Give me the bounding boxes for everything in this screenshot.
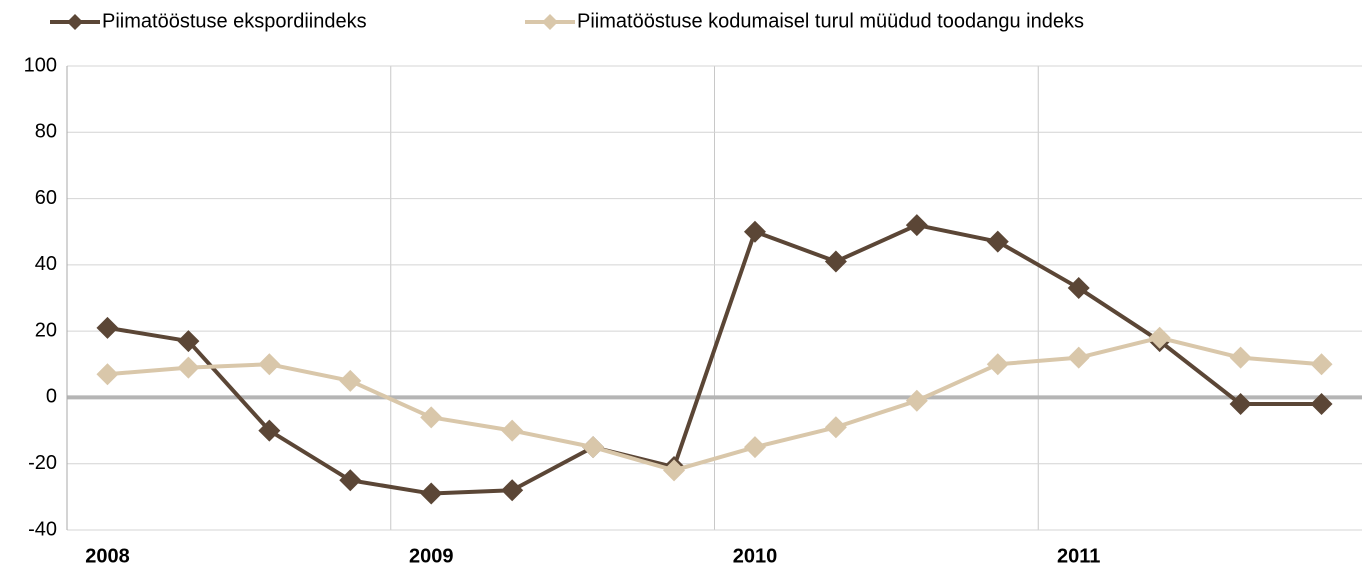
point-marker [177,330,200,353]
point-marker [1067,346,1090,369]
point-marker [258,419,281,442]
x-tick-label: 2008 [85,545,130,567]
y-tick-label: 20 [35,319,57,341]
point-marker [501,419,524,442]
point-marker [582,436,605,459]
point-marker [824,416,847,439]
point-marker [1067,277,1090,300]
point-marker [1310,353,1333,376]
point-marker [986,353,1009,376]
legend-marker [542,14,558,30]
point-marker [339,369,362,392]
legend-label: Piimatööstuse ekspordiindeks [102,10,367,32]
y-tick-label: 0 [46,386,57,408]
point-marker [986,230,1009,253]
point-marker [1229,393,1252,416]
point-marker [420,482,443,505]
x-tick-label: 2010 [733,545,778,567]
point-marker [96,316,119,339]
point-marker [824,250,847,273]
point-marker [1310,393,1333,416]
legend-label: Piimatööstuse kodumaisel turul müüdud to… [577,10,1084,32]
point-marker [743,220,766,243]
point-marker [1148,326,1171,349]
y-tick-label: 100 [24,54,57,76]
point-marker [905,389,928,412]
point-marker [339,469,362,492]
point-marker [905,214,928,237]
point-marker [177,356,200,379]
x-tick-label: 2011 [1057,545,1100,567]
point-marker [96,363,119,386]
series-line [107,335,1322,473]
series-line [107,223,1322,496]
y-tick-label: 80 [35,121,57,143]
point-marker [1229,346,1252,369]
y-tick-label: -20 [28,452,57,474]
point-marker [420,406,443,429]
y-tick-label: -40 [28,518,57,540]
y-tick-label: 40 [35,253,57,275]
point-marker [663,459,686,482]
y-tick-label: 60 [35,187,57,209]
point-marker [258,353,281,376]
point-marker [501,479,524,502]
x-tick-label: 2009 [409,545,454,567]
point-marker [743,436,766,459]
legend-marker [67,14,83,30]
